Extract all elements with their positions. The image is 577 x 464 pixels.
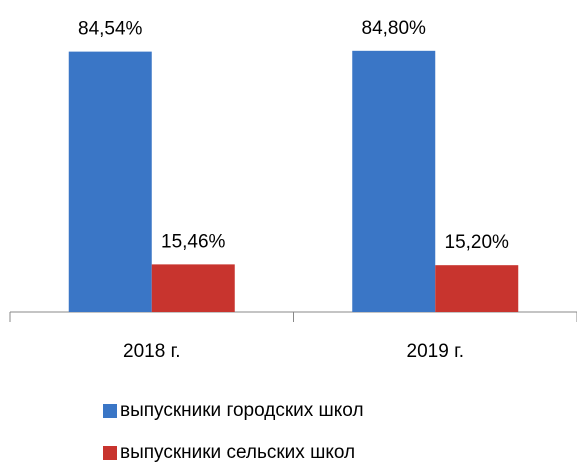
x-tick-label: 2018 г. [123,341,180,362]
legend-swatch [103,446,117,460]
bar [151,264,235,312]
legend-label: выпускники сельских школ [120,442,355,463]
data-label: 15,20% [445,232,510,253]
bar [435,265,519,312]
bar [68,51,152,313]
bar [352,50,436,312]
data-label: 84,80% [362,18,427,39]
legend-swatch [103,404,117,418]
data-label: 84,54% [78,19,143,40]
data-label: 15,46% [161,231,226,252]
x-tick-label: 2019 г. [407,341,464,362]
legend-label: выпускники городских школ [120,400,364,421]
